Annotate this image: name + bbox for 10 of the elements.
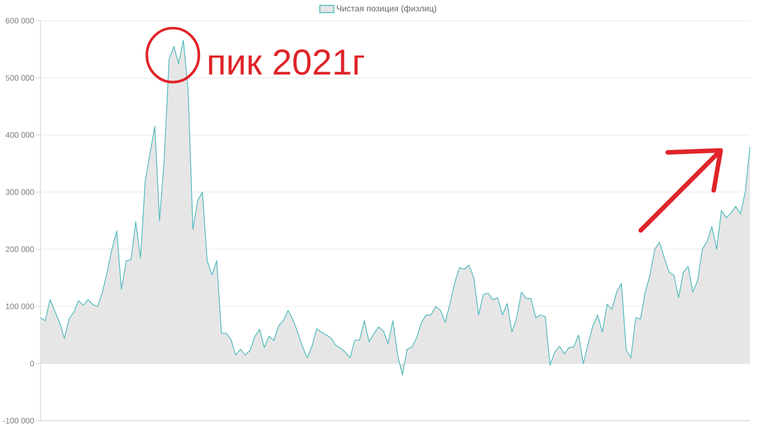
y-tick-label: 100 000 xyxy=(6,304,34,310)
y-tick-label: 300 000 xyxy=(6,189,34,195)
legend-label: Чистая позиция (физлиц) xyxy=(336,5,436,14)
y-tick-label: 0 xyxy=(30,360,34,366)
y-tick-label: 500 000 xyxy=(6,75,34,81)
y-tick-label: 400 000 xyxy=(6,132,34,138)
y-tick-label: 200 000 xyxy=(6,246,34,252)
y-tick-label: 600 000 xyxy=(6,18,34,24)
y-tick-label: -100 000 xyxy=(3,418,34,424)
annotation: пик 2021г xyxy=(209,49,364,75)
